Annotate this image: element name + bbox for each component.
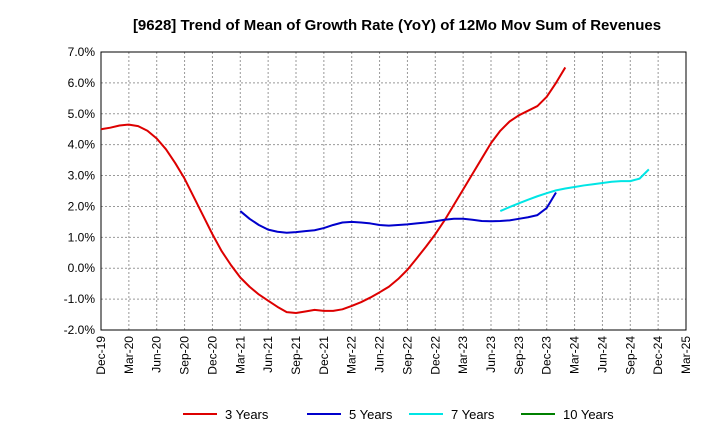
x-tick-label: Jun-20 xyxy=(150,336,164,373)
x-tick-label: Jun-23 xyxy=(484,336,498,373)
x-tick-label: Dec-23 xyxy=(540,336,554,375)
x-tick-label: Mar-25 xyxy=(679,336,693,374)
x-tick-label: Mar-23 xyxy=(456,336,470,374)
y-tick-label: 0.0% xyxy=(68,261,96,275)
x-tick-label: Sep-23 xyxy=(512,336,526,375)
plot-frame xyxy=(100,51,687,331)
series-line-5-years xyxy=(239,192,557,234)
x-tick-label: Jun-21 xyxy=(261,336,275,373)
x-tick-label: Sep-22 xyxy=(400,336,414,375)
legend-label-3-years: 3 Years xyxy=(225,407,269,422)
x-tick-label: Mar-22 xyxy=(345,336,359,374)
x-tick-label: Sep-20 xyxy=(178,336,192,375)
x-tick-label: Sep-24 xyxy=(623,336,637,375)
y-tick-label: 1.0% xyxy=(68,230,96,244)
series-lines xyxy=(100,66,650,315)
y-tick-label: 5.0% xyxy=(68,107,96,121)
y-axis: -2.0% -1.0% 0.0% 1.0% 2.0% 3.0% 4.0% 5.0% 6.0% 7.… xyxy=(64,45,96,337)
legend-label-7-years: 7 Years xyxy=(451,407,495,422)
x-tick-label: Dec-20 xyxy=(205,336,219,375)
legend-label-5-years: 5 Years xyxy=(349,407,393,422)
x-tick-label: Mar-21 xyxy=(233,336,247,374)
y-tick-label: 4.0% xyxy=(68,138,96,152)
y-tick-label: 3.0% xyxy=(68,169,96,183)
x-tick-label: Dec-24 xyxy=(651,336,665,375)
x-tick-label: Dec-19 xyxy=(94,336,108,375)
x-tick-label: Mar-24 xyxy=(568,336,582,374)
x-tick-label: Jun-24 xyxy=(595,336,609,373)
series-line-7-years xyxy=(499,168,650,212)
legend: 3 Years 5 Years 7 Years 10 Years xyxy=(183,407,614,422)
legend-label-10-years: 10 Years xyxy=(563,407,614,422)
x-tick-label: Mar-20 xyxy=(122,336,136,374)
x-tick-label: Dec-21 xyxy=(317,336,331,375)
y-tick-label: 6.0% xyxy=(68,76,96,90)
y-tick-label: -1.0% xyxy=(64,292,96,306)
y-tick-label: 2.0% xyxy=(68,199,96,213)
y-tick-label: -2.0% xyxy=(64,323,96,337)
series-line-3-years xyxy=(100,66,567,315)
x-axis: Dec-19 Mar-20 Jun-20 Sep-20 Dec-20 Mar-21 Jun-… xyxy=(94,336,693,375)
x-tick-label: Dec-22 xyxy=(428,336,442,375)
chart-title: [9628] Trend of Mean of Growth Rate (YoY… xyxy=(133,17,661,34)
x-tick-label: Jun-22 xyxy=(373,336,387,373)
grid xyxy=(100,51,687,331)
x-tick-label: Sep-21 xyxy=(289,336,303,375)
y-tick-label: 7.0% xyxy=(68,45,96,59)
